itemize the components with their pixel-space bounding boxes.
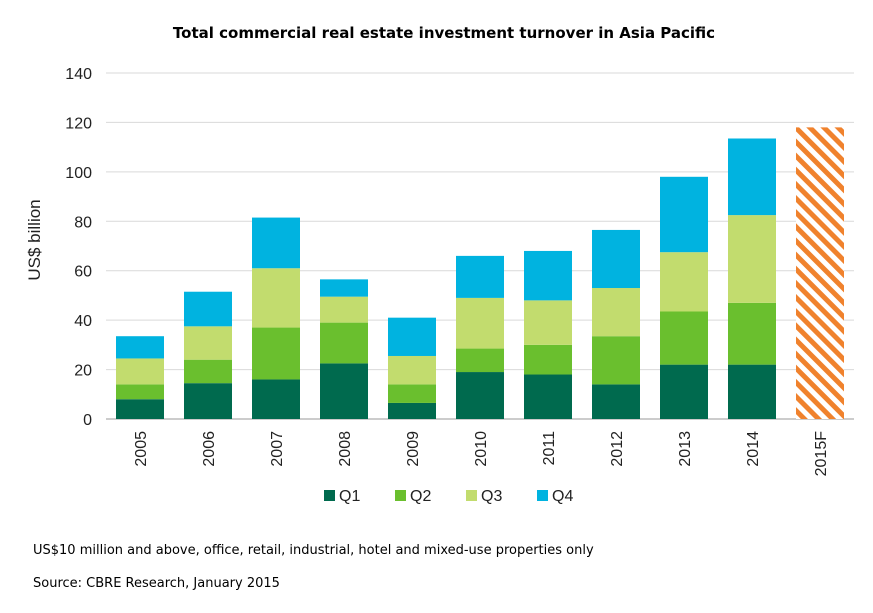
- bar-2011-q3: [524, 300, 572, 345]
- bar-2005-q2: [116, 384, 164, 400]
- bars: [116, 127, 844, 419]
- bar-2006-q4: [184, 291, 232, 327]
- bar-2011-q1: [524, 374, 572, 419]
- x-axis-ticks: 2005 2006 2007 2008 2009 2010 2011 2012 2013 2014…: [133, 431, 830, 477]
- y-tick-label: 80: [74, 214, 92, 231]
- x-tick-label: 2014: [745, 431, 762, 467]
- bar-2010-q4: [456, 255, 504, 298]
- bar-2007-q1: [252, 379, 300, 419]
- bar-2005-q1: [116, 399, 164, 419]
- legend: Q1 Q2 Q3 Q4: [324, 488, 573, 505]
- bar-2013-q1: [660, 364, 708, 419]
- x-tick-label: 2006: [201, 431, 218, 467]
- y-axis-label: US$ billion: [25, 199, 44, 280]
- x-tick-label: 2012: [609, 431, 626, 467]
- x-tick-label: 2008: [337, 431, 354, 467]
- bar-2012-q4: [592, 229, 640, 289]
- legend-label-q3: Q3: [481, 488, 502, 505]
- bar-2014-q1: [728, 364, 776, 419]
- bar-2008-q1: [320, 363, 368, 419]
- bar-2008-q4: [320, 279, 368, 297]
- y-tick-label: 60: [74, 264, 92, 281]
- legend-swatch-q3: [466, 490, 477, 501]
- bar-2007-q2: [252, 327, 300, 380]
- footnote-source: Source: CBRE Research, January 2015: [33, 576, 280, 591]
- x-tick-label: 2015F: [813, 431, 830, 477]
- bar-2014-q3: [728, 215, 776, 303]
- bar-2010-q2: [456, 348, 504, 373]
- bar-2006-q1: [184, 383, 232, 419]
- bar-2014-q2: [728, 302, 776, 365]
- bar-2012-q2: [592, 336, 640, 385]
- chart-title: Total commercial real estate investment …: [173, 24, 715, 42]
- bar-2009-q3: [388, 355, 436, 385]
- y-axis-ticks: 0 20 40 60 80 100 120 140: [65, 66, 92, 429]
- y-tick-label: 0: [83, 412, 92, 429]
- y-tick-label: 20: [74, 363, 92, 380]
- bar-2005-q4: [116, 336, 164, 359]
- legend-swatch-q4: [537, 490, 548, 501]
- bar-2015F-forecast: [796, 127, 844, 419]
- bar-2009-q4: [388, 317, 436, 356]
- legend-label-q2: Q2: [410, 488, 431, 505]
- legend-label-q4: Q4: [552, 488, 573, 505]
- bar-2005-q3: [116, 358, 164, 385]
- bar-2006-q2: [184, 359, 232, 384]
- bar-2011-q2: [524, 344, 572, 375]
- bar-2014-q4: [728, 138, 776, 216]
- legend-swatch-q2: [395, 490, 406, 501]
- y-tick-label: 140: [65, 66, 92, 83]
- bar-2013-q4: [660, 176, 708, 253]
- bar-2010-q3: [456, 297, 504, 349]
- bar-2006-q3: [184, 326, 232, 360]
- bar-2007-q4: [252, 217, 300, 269]
- x-tick-label: 2009: [405, 431, 422, 467]
- bar-2013-q2: [660, 311, 708, 365]
- legend-label-q1: Q1: [339, 488, 360, 505]
- x-tick-label: 2007: [269, 431, 286, 467]
- bar-2010-q1: [456, 372, 504, 419]
- bar-2009-q1: [388, 402, 436, 419]
- bar-2007-q3: [252, 268, 300, 328]
- y-tick-label: 100: [65, 165, 92, 182]
- y-tick-label: 120: [65, 115, 92, 132]
- bar-2012-q3: [592, 288, 640, 337]
- x-tick-label: 2005: [133, 431, 150, 467]
- legend-swatch-q1: [324, 490, 335, 501]
- footnote-scope: US$10 million and above, office, retail,…: [33, 543, 594, 558]
- bar-2012-q1: [592, 384, 640, 419]
- x-tick-label: 2013: [677, 431, 694, 467]
- bar-2008-q3: [320, 296, 368, 323]
- bar-2009-q2: [388, 384, 436, 403]
- x-tick-label: 2011: [541, 431, 558, 466]
- bar-2011-q4: [524, 250, 572, 301]
- bar-2008-q2: [320, 322, 368, 364]
- y-tick-label: 40: [74, 313, 92, 330]
- x-tick-label: 2010: [473, 431, 490, 467]
- bar-2013-q3: [660, 252, 708, 312]
